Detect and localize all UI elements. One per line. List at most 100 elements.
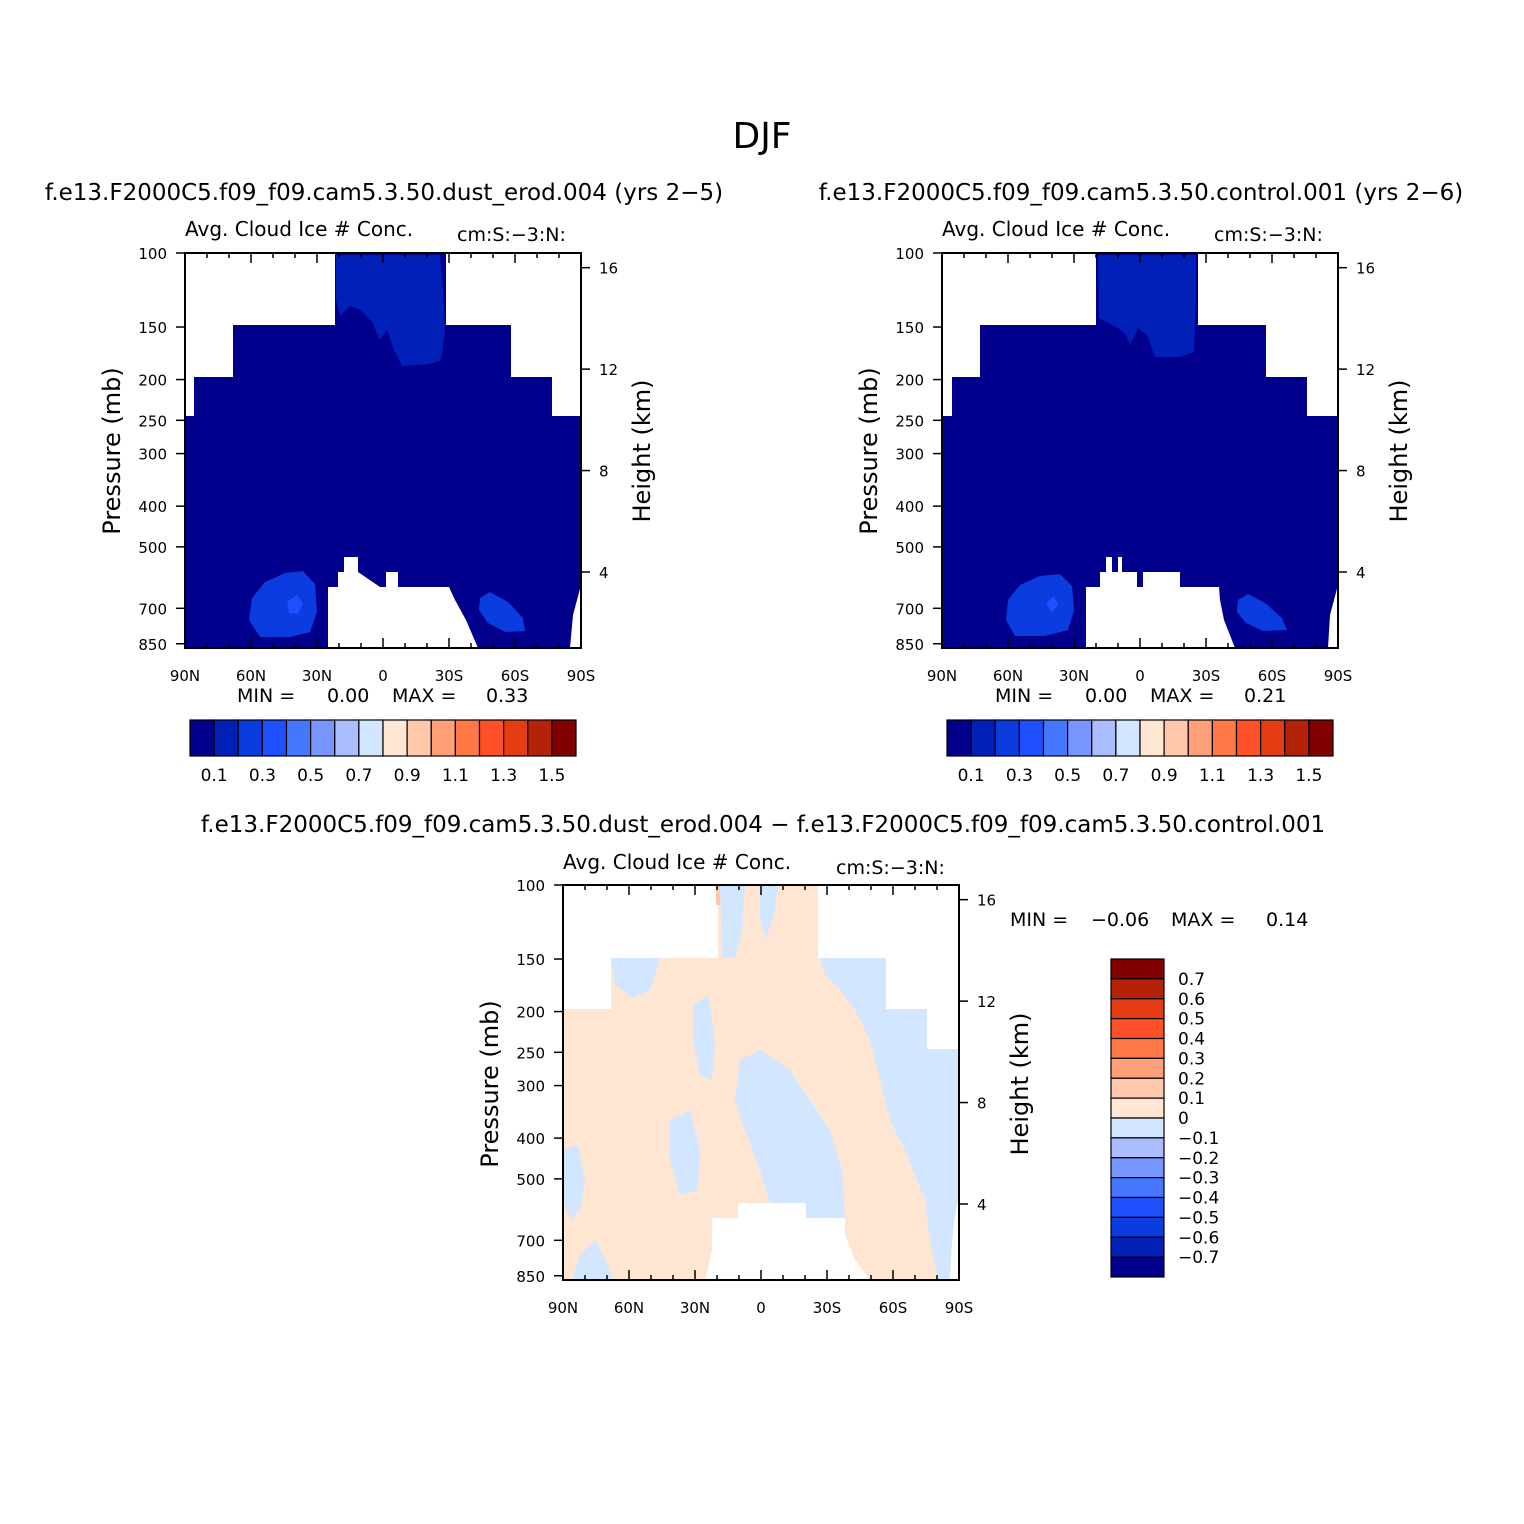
y-tick-label: 400 <box>138 498 167 516</box>
panel-title: Avg. Cloud Ice # Conc. <box>185 217 413 241</box>
y-tick-label: 200 <box>138 372 167 390</box>
colorbar-label: −0.6 <box>1178 1228 1219 1248</box>
y-tick-label: 700 <box>895 600 924 618</box>
y-tick-label: 850 <box>516 1268 545 1286</box>
colorbar-label: 0.3 <box>1006 766 1033 786</box>
max-label: MAX = <box>1171 909 1235 931</box>
y-right-tick-label: 8 <box>599 463 609 481</box>
lower-left-ice-core <box>1046 596 1058 613</box>
diff-negative-right <box>820 958 958 1280</box>
y-axis-title: Pressure (mb) <box>476 1000 504 1167</box>
field-background <box>942 253 1338 648</box>
lower-left-ice <box>1006 574 1074 636</box>
x-tick-label: 60S <box>501 667 530 685</box>
x-tick-label: 30N <box>1059 667 1089 685</box>
diff-negative-left-upper <box>611 958 660 998</box>
units-label: cm:S:−3:N: <box>836 857 945 879</box>
y-right-tick-label: 12 <box>977 993 996 1011</box>
colorbar-box <box>1110 1037 1165 1059</box>
y-axis-right-title: Height (km) <box>1006 1013 1034 1156</box>
y-axis-right: 16 12 8 4 <box>1338 260 1375 582</box>
colorbar-box <box>285 719 312 757</box>
colorbar-box <box>1110 1117 1165 1139</box>
x-tick-label: 90S <box>567 667 596 685</box>
max-value: 0.14 <box>1266 909 1308 931</box>
x-tick-label: 90S <box>945 1299 974 1317</box>
x-tick-label: 90S <box>1324 667 1353 685</box>
min-value: 0.00 <box>327 685 369 707</box>
colorbar-label: 0.6 <box>1178 990 1205 1010</box>
colorbar-box <box>1110 1236 1165 1258</box>
y-axis-right: 16 12 8 4 <box>581 260 618 582</box>
diff-negative-left-mid <box>693 995 715 1080</box>
y-tick-label: 850 <box>138 636 167 654</box>
y-tick-label: 250 <box>138 412 167 430</box>
min-value: −0.06 <box>1091 909 1149 931</box>
x-tick-label: 60N <box>614 1299 644 1317</box>
plot-frame: 100 150 200 250 300 400 500 700 850 16 12 8 4 90N 60… <box>476 877 1034 1317</box>
y-tick-label: 200 <box>516 1004 545 1022</box>
colorbar-box <box>1110 958 1165 980</box>
colorbar-box <box>1110 1018 1165 1040</box>
colorbar-box <box>1163 719 1189 757</box>
y-tick-label: 100 <box>138 245 167 263</box>
colorbar-label: −0.1 <box>1178 1129 1219 1149</box>
colorbar-box <box>1110 1256 1165 1278</box>
lower-left-ice-core <box>287 595 303 614</box>
colorbar-label: 1.3 <box>1247 766 1274 786</box>
colorbar-label: 0.4 <box>1178 1030 1205 1050</box>
y-tick-label: 300 <box>516 1078 545 1096</box>
colorbar-label: 0.2 <box>1178 1069 1205 1089</box>
field-background <box>185 253 581 648</box>
x-axis: 90N 60N 30N 0 30S 60S 90S <box>170 253 595 685</box>
y-tick-label: 500 <box>516 1171 545 1189</box>
colorbar-label: 0.5 <box>1178 1010 1205 1030</box>
x-tick-label: 0 <box>378 667 388 685</box>
colorbar-box <box>1139 719 1165 757</box>
colorbar-label: 0.7 <box>1102 766 1129 786</box>
colorbar-box <box>1110 998 1165 1020</box>
colorbar-label: 1.5 <box>538 766 565 786</box>
colorbar-box <box>454 719 481 757</box>
y-tick-label: 700 <box>516 1232 545 1250</box>
y-tick-label: 850 <box>895 636 924 654</box>
y-right-tick-label: 4 <box>599 564 609 582</box>
colorbar-box <box>382 719 408 757</box>
y-axis-title: Pressure (mb) <box>855 367 883 534</box>
panel-difference: f.e13.F2000C5.f09_f09.cam5.3.50.dust_ero… <box>201 812 1325 1317</box>
colorbar-box <box>1260 719 1286 757</box>
diff-negative-top <box>720 885 745 958</box>
y-tick-label: 500 <box>895 539 924 557</box>
colorbar-box <box>310 719 336 757</box>
diff-negative-bottom-left <box>572 1240 612 1280</box>
case-title: f.e13.F2000C5.f09_f09.cam5.3.50.control.… <box>819 180 1463 206</box>
diff-negative-top2 <box>760 885 778 940</box>
contour-fill <box>942 253 1338 648</box>
colorbar-label: −0.3 <box>1178 1169 1219 1189</box>
diff-negative-lower-center <box>670 1110 700 1195</box>
diff-positive-patch <box>902 1220 930 1272</box>
x-tick-label: 0 <box>756 1299 766 1317</box>
colorbar-label: 0 <box>1178 1109 1189 1129</box>
x-tick-label: 90N <box>170 667 200 685</box>
colorbar-box <box>1110 1077 1165 1099</box>
colorbar-label: 0.3 <box>1178 1049 1205 1069</box>
x-axis: 90N 60N 30N 0 30S 60S 90S <box>927 253 1352 685</box>
y-right-tick-label: 4 <box>977 1196 987 1214</box>
colorbar-box <box>946 719 972 757</box>
y-right-tick-label: 16 <box>977 892 996 910</box>
y-axis-left: 100 150 200 250 300 400 500 700 850 <box>138 245 185 654</box>
colorbar-box <box>213 719 239 757</box>
colorbar-label: 1.1 <box>442 766 469 786</box>
y-tick-label: 500 <box>138 539 167 557</box>
colorbar-box <box>430 719 456 757</box>
x-tick-label: 60N <box>236 667 266 685</box>
min-label: MIN = <box>995 685 1053 707</box>
x-tick-label: 90N <box>927 667 957 685</box>
colorbar-box <box>1110 1137 1165 1159</box>
contour-fill <box>185 253 581 648</box>
colorbar-label: 0.7 <box>345 766 372 786</box>
upper-ice-region <box>336 255 445 366</box>
colorbar-box <box>994 719 1020 757</box>
